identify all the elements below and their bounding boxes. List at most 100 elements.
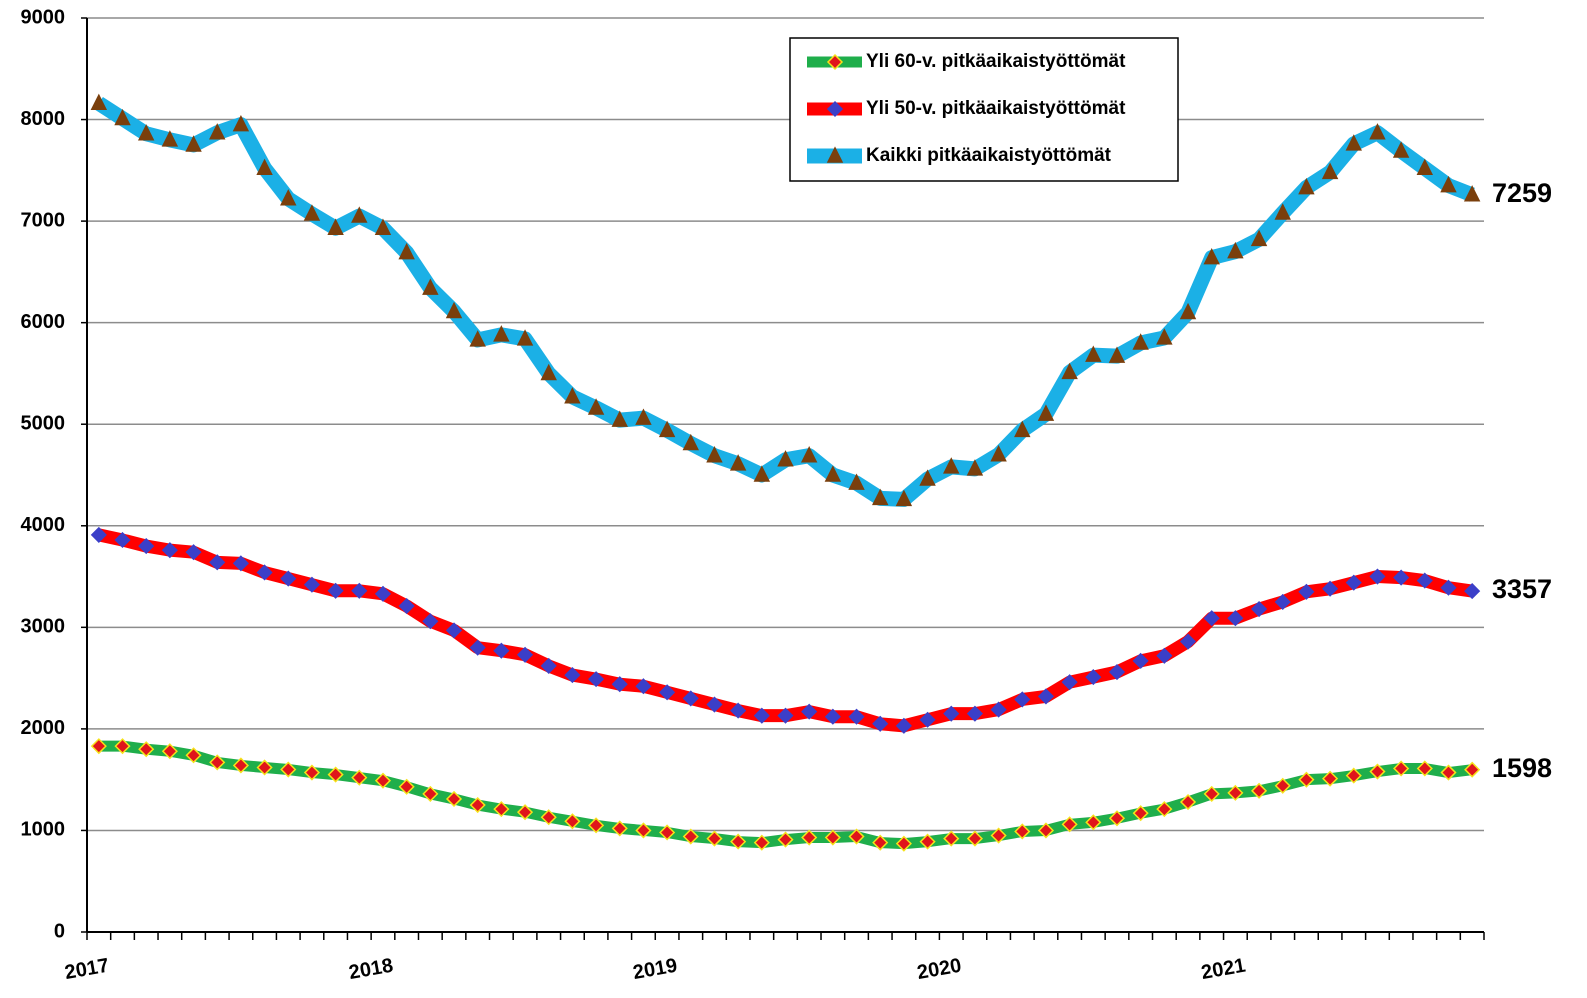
marker: [1298, 583, 1315, 600]
marker: [1322, 770, 1339, 787]
marker: [564, 813, 581, 830]
marker: [1416, 572, 1433, 589]
marker: [1274, 593, 1291, 611]
marker: [1014, 691, 1031, 708]
marker: [469, 330, 486, 347]
marker: [801, 703, 818, 720]
marker: [659, 824, 676, 841]
marker: [659, 684, 676, 701]
marker: [445, 790, 463, 808]
legend-label: Yli 60-v. pitkäaikaistyöttömät: [866, 51, 1126, 72]
marker: [777, 450, 794, 467]
marker: [1108, 810, 1126, 827]
marker: [1298, 771, 1315, 788]
marker: [919, 469, 936, 486]
marker: [1108, 663, 1126, 681]
marker: [801, 829, 818, 846]
marker: [1345, 134, 1362, 151]
marker: [1369, 568, 1386, 585]
y-tick-label: 5000: [21, 413, 66, 435]
marker: [1369, 123, 1386, 140]
marker: [611, 820, 628, 837]
marker: [635, 678, 652, 695]
marker: [256, 759, 273, 776]
marker: [351, 582, 368, 599]
marker: [540, 809, 557, 826]
marker: [1345, 574, 1362, 591]
marker: [469, 639, 486, 656]
marker: [1085, 814, 1102, 831]
marker: [753, 834, 770, 851]
legend-label: Yli 50-v. pitkäaikaistyöttömät: [866, 98, 1126, 119]
marker: [1014, 420, 1031, 438]
marker: [1179, 633, 1197, 650]
marker: [1179, 793, 1197, 811]
marker: [469, 796, 486, 814]
marker: [895, 489, 913, 507]
marker: [871, 488, 889, 506]
marker: [114, 531, 131, 549]
marker: [1179, 302, 1197, 320]
marker: [327, 766, 344, 783]
marker: [161, 130, 179, 147]
marker: [826, 53, 844, 71]
marker: [185, 544, 202, 561]
marker: [1440, 764, 1457, 781]
marker: [540, 657, 557, 674]
marker: [1440, 175, 1457, 193]
marker: [303, 764, 321, 781]
marker: [1061, 362, 1078, 380]
marker: [682, 828, 699, 845]
marker: [730, 833, 747, 850]
marker: [90, 738, 107, 755]
marker: [587, 398, 605, 415]
line: [94, 96, 1475, 507]
marker: [564, 667, 581, 684]
marker: [706, 446, 723, 463]
marker: [1416, 158, 1434, 176]
end-label: 3357: [1492, 574, 1552, 604]
y-tick-label: 0: [54, 920, 65, 942]
marker: [303, 576, 321, 593]
marker: [1393, 569, 1410, 586]
marker: [706, 696, 723, 713]
x-tick-label: 2020: [915, 955, 963, 984]
marker: [1250, 600, 1268, 618]
marker: [1250, 782, 1268, 799]
marker: [800, 446, 818, 463]
marker: [824, 708, 841, 725]
marker: [588, 817, 605, 834]
marker: [777, 831, 794, 848]
y-tick-label: 8000: [21, 108, 66, 130]
marker: [303, 204, 321, 221]
end-label: 1598: [1492, 753, 1552, 783]
marker: [374, 218, 392, 235]
marker: [1416, 760, 1433, 777]
end-label: 7259: [1492, 178, 1552, 208]
marker: [1321, 162, 1339, 180]
legend: Yli 60-v. pitkäaikaistyöttömät Yli 50-v. …: [789, 37, 1179, 182]
x-tick-label: 2019: [631, 955, 679, 984]
marker: [826, 100, 844, 118]
y-tick-label: 3000: [21, 616, 66, 638]
x-tick-label: 2021: [1200, 955, 1248, 984]
marker: [138, 538, 155, 555]
marker: [943, 457, 960, 474]
marker: [1085, 345, 1102, 362]
marker: [493, 801, 510, 818]
marker: [422, 785, 439, 802]
marker: [729, 454, 747, 471]
marker: [398, 597, 415, 615]
x-tick-label: 2017: [63, 955, 111, 984]
series: [90, 526, 1481, 734]
marker: [1037, 688, 1055, 705]
marker: [327, 582, 344, 599]
marker: [919, 711, 936, 728]
marker: [422, 278, 439, 295]
marker: [1037, 404, 1055, 421]
marker: [516, 646, 534, 663]
marker: [90, 93, 108, 111]
marker: [114, 108, 131, 126]
marker: [1464, 761, 1481, 778]
